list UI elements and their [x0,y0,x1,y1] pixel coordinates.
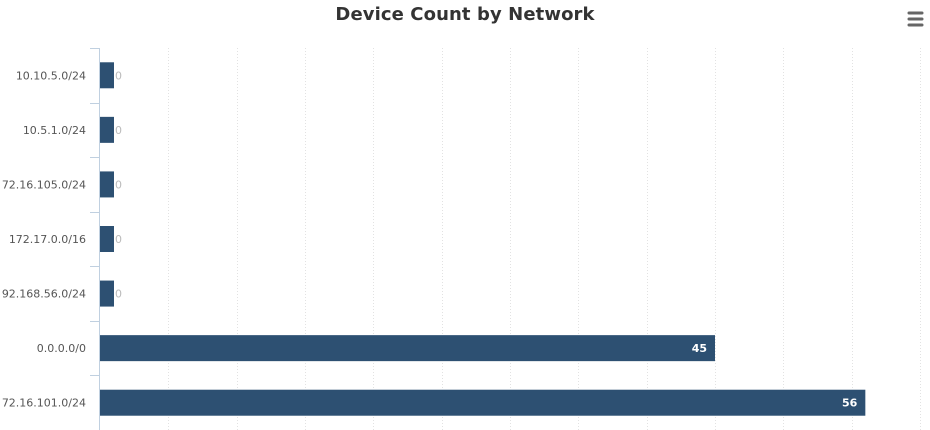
chart-title: Device Count by Network [335,4,595,25]
data-labels: 0 0 0 0 0 45 56 [115,69,858,409]
data-label: 0 [115,233,122,246]
category-label: 10.5.1.0/24 [23,124,86,137]
data-label: 56 [842,397,858,410]
bar [100,171,114,198]
bar [100,280,114,307]
chart-menu-button[interactable] [905,9,927,29]
bar [100,226,114,252]
hamburger-menu-icon [907,11,924,27]
bar [100,62,114,89]
data-label: 0 [115,124,122,137]
data-label: 0 [115,288,122,301]
data-label: 0 [115,69,122,82]
bar [100,116,114,143]
category-label: 72.16.105.0/24 [2,178,86,191]
data-label: 45 [692,342,707,355]
category-label: 92.168.56.0/24 [2,288,86,301]
category-axis: 10.10.5.0/24 10.5.1.0/24 72.16.105.0/24 172… [2,48,100,430]
category-label: 172.17.0.0/16 [9,233,86,246]
category-label: 0.0.0.0/0 [37,342,86,355]
data-label: 0 [115,178,122,191]
category-label: 10.10.5.0/24 [16,69,86,82]
bar [100,335,715,362]
bar-series [100,62,866,416]
category-label: 72.16.101.0/24 [2,397,86,410]
bar [100,389,866,416]
grid-lines [168,48,921,430]
